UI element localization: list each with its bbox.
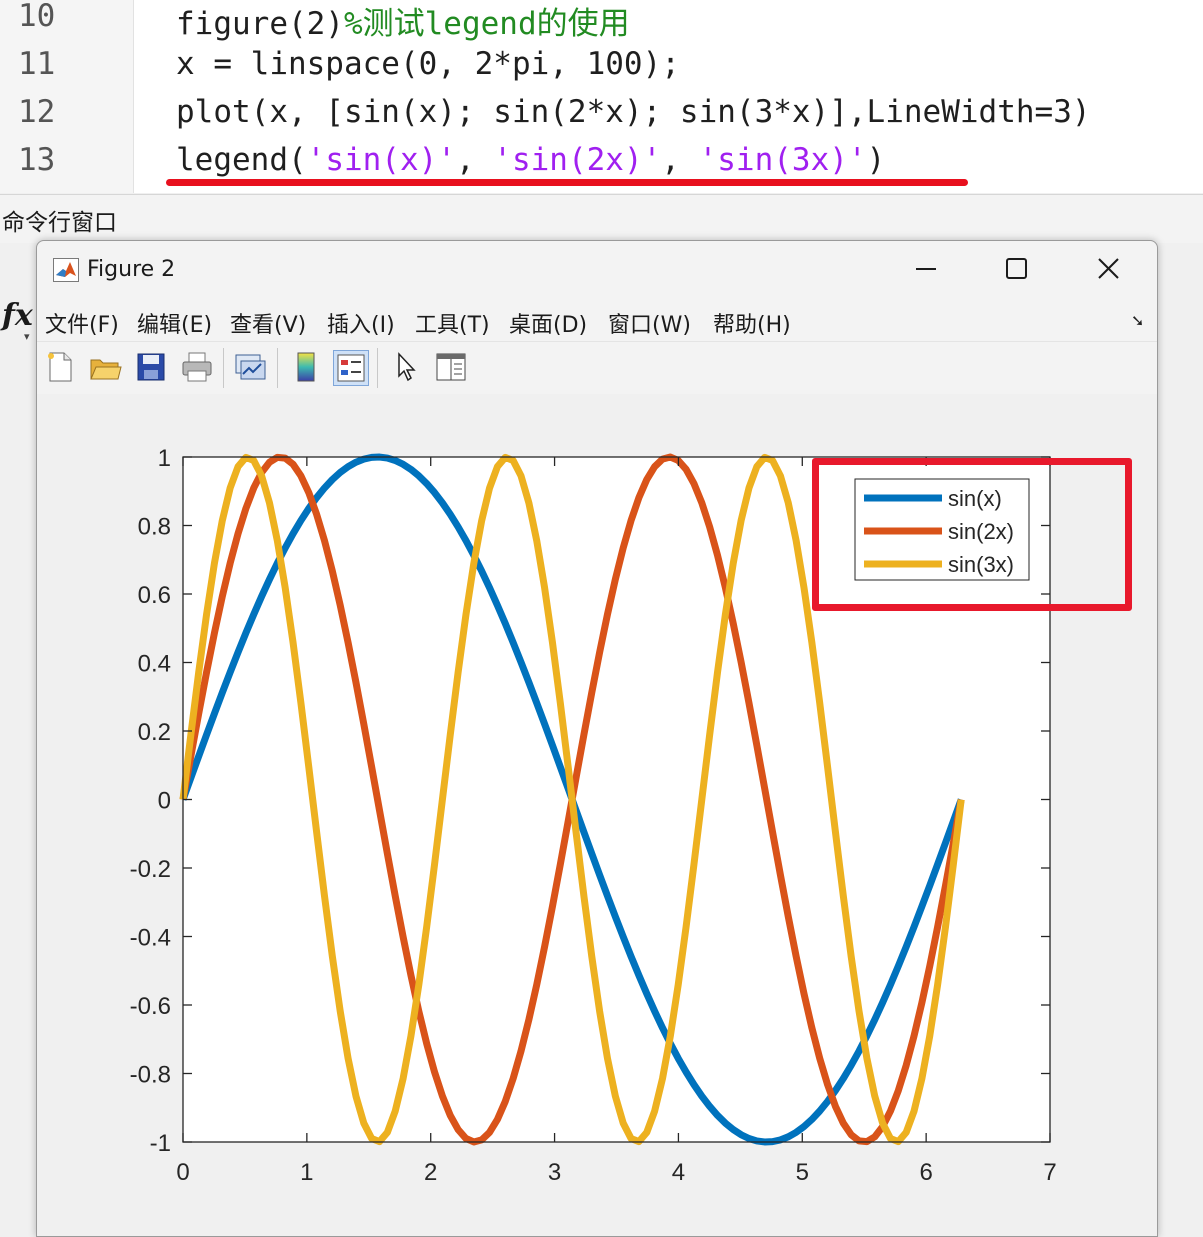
menu-desktop[interactable]: 桌面(D) [509,313,588,338]
figure-toolbar [37,341,1157,395]
code-string: 'sin(2x)' [493,142,662,178]
code-text: , [455,142,494,178]
menu-edit[interactable]: 编辑(E) [137,313,213,338]
title-bar[interactable]: Figure 2 [37,241,1157,297]
x-tick-label: 6 [919,1159,932,1186]
window-title: Figure 2 [87,257,176,282]
line-number-gutter: 10 11 12 13 [0,0,134,193]
open-file-icon[interactable] [88,350,122,384]
code-comment: %测试legend的使用 [343,6,630,42]
property-inspector-icon[interactable] [434,350,468,384]
line-number: 12 [18,94,56,130]
code-text: , [661,142,699,178]
legend-entry: sin(3x) [948,552,1014,577]
toolbar-separator [223,348,224,388]
series-line-3 [179,453,965,1146]
code-text: figure(2) [176,6,344,42]
link-plot-icon[interactable] [233,350,267,384]
x-tick-label: 0 [176,1159,189,1186]
pointer-icon[interactable] [389,350,423,384]
figure-window[interactable]: Figure 2 文件(F) 编辑(E) 查看(V) 插入(I) 工具(T) 桌… [36,240,1158,1237]
y-tick-label: 0.6 [138,582,171,609]
code-string: 'sin(3x)' [698,142,867,178]
code-text: ) [866,142,886,178]
y-tick-label: 0.4 [138,651,171,678]
fx-icon[interactable]: fx [2,298,33,333]
menu-file[interactable]: 文件(F) [45,313,119,338]
menu-insert[interactable]: 插入(I) [327,313,395,338]
y-tick-label: -0.6 [130,993,171,1020]
code-editor[interactable]: 10 11 12 13 figure(2)%测试legend的使用 x = li… [0,0,1203,193]
plot-area[interactable]: 0 1 2 3 4 5 6 7 1 0.8 0.6 0.4 0.2 0 -0.2 -0.4 -0.6 -0.8 -1… [37,394,1157,1236]
x-tick-label: 5 [796,1159,809,1186]
code-text: plot(x, [sin(x); sin(2*x); sin(3*x)],Lin… [176,94,1091,130]
chevron-down-icon: ▾ [24,330,30,343]
code-line[interactable]: figure(2)%测试legend的使用 [176,0,630,43]
menu-tools[interactable]: 工具(T) [415,313,490,338]
menu-bar: 文件(F) 编辑(E) 查看(V) 插入(I) 工具(T) 桌面(D) 窗口(W… [37,297,1157,341]
y-tick-label: 0 [158,788,171,815]
y-tick-label: -0.4 [130,925,171,952]
code-string: 'sin(x)' [306,142,456,178]
x-tick-label: 1 [300,1159,313,1186]
legend-entry: sin(2x) [948,519,1014,544]
legend-highlight-box [812,458,1132,611]
y-tick-label: 0.8 [138,514,171,541]
y-tick-label: 0.2 [138,719,171,746]
legend-entry: sin(x) [948,486,1002,511]
x-tick-label: 3 [548,1159,561,1186]
line-number: 11 [18,46,56,82]
code-text: legend( [176,142,307,178]
x-tick-label: 4 [672,1159,685,1186]
command-window-title: 命令行窗口 [2,210,117,236]
y-tick-label: -0.2 [130,856,171,883]
dock-arrow-icon[interactable]: ➘ [1131,311,1145,330]
minimize-button[interactable] [903,251,949,287]
menu-window[interactable]: 窗口(W) [608,313,691,338]
maximize-button[interactable] [993,251,1039,287]
menu-help[interactable]: 帮助(H) [713,313,791,338]
y-tick-label: -1 [150,1130,171,1157]
code-text: x = linspace(0, 2*pi, 100); [176,46,680,82]
toolbar-separator [277,348,278,388]
toolbar-separator [377,348,378,388]
x-tick-label: 7 [1043,1159,1056,1186]
code-line[interactable]: legend('sin(x)', 'sin(2x)', 'sin(3x)') [176,142,885,178]
new-figure-icon[interactable] [43,350,77,384]
line-number: 10 [18,0,56,34]
colorbar-icon[interactable] [289,350,323,384]
save-icon[interactable] [134,350,168,384]
red-underline-annotation [166,179,968,186]
legend-icon[interactable] [333,350,369,386]
line-chart[interactable]: 0 1 2 3 4 5 6 7 1 0.8 0.6 0.4 0.2 0 -0.2 -0.4 -0.6 -0.8 -1… [37,394,1157,1236]
y-tick-label: 1 [158,445,171,472]
y-tick-label: -0.8 [130,1062,171,1089]
matlab-logo-icon [53,258,79,282]
code-line[interactable]: x = linspace(0, 2*pi, 100); [176,46,680,82]
close-button[interactable] [1085,251,1131,287]
code-line[interactable]: plot(x, [sin(x); sin(2*x); sin(3*x)],Lin… [176,94,1091,130]
menu-view[interactable]: 查看(V) [230,313,307,338]
x-tick-label: 2 [424,1159,437,1186]
print-icon[interactable] [180,350,214,384]
command-window-header[interactable]: 命令行窗口 [0,194,1203,243]
line-number: 13 [18,142,56,178]
